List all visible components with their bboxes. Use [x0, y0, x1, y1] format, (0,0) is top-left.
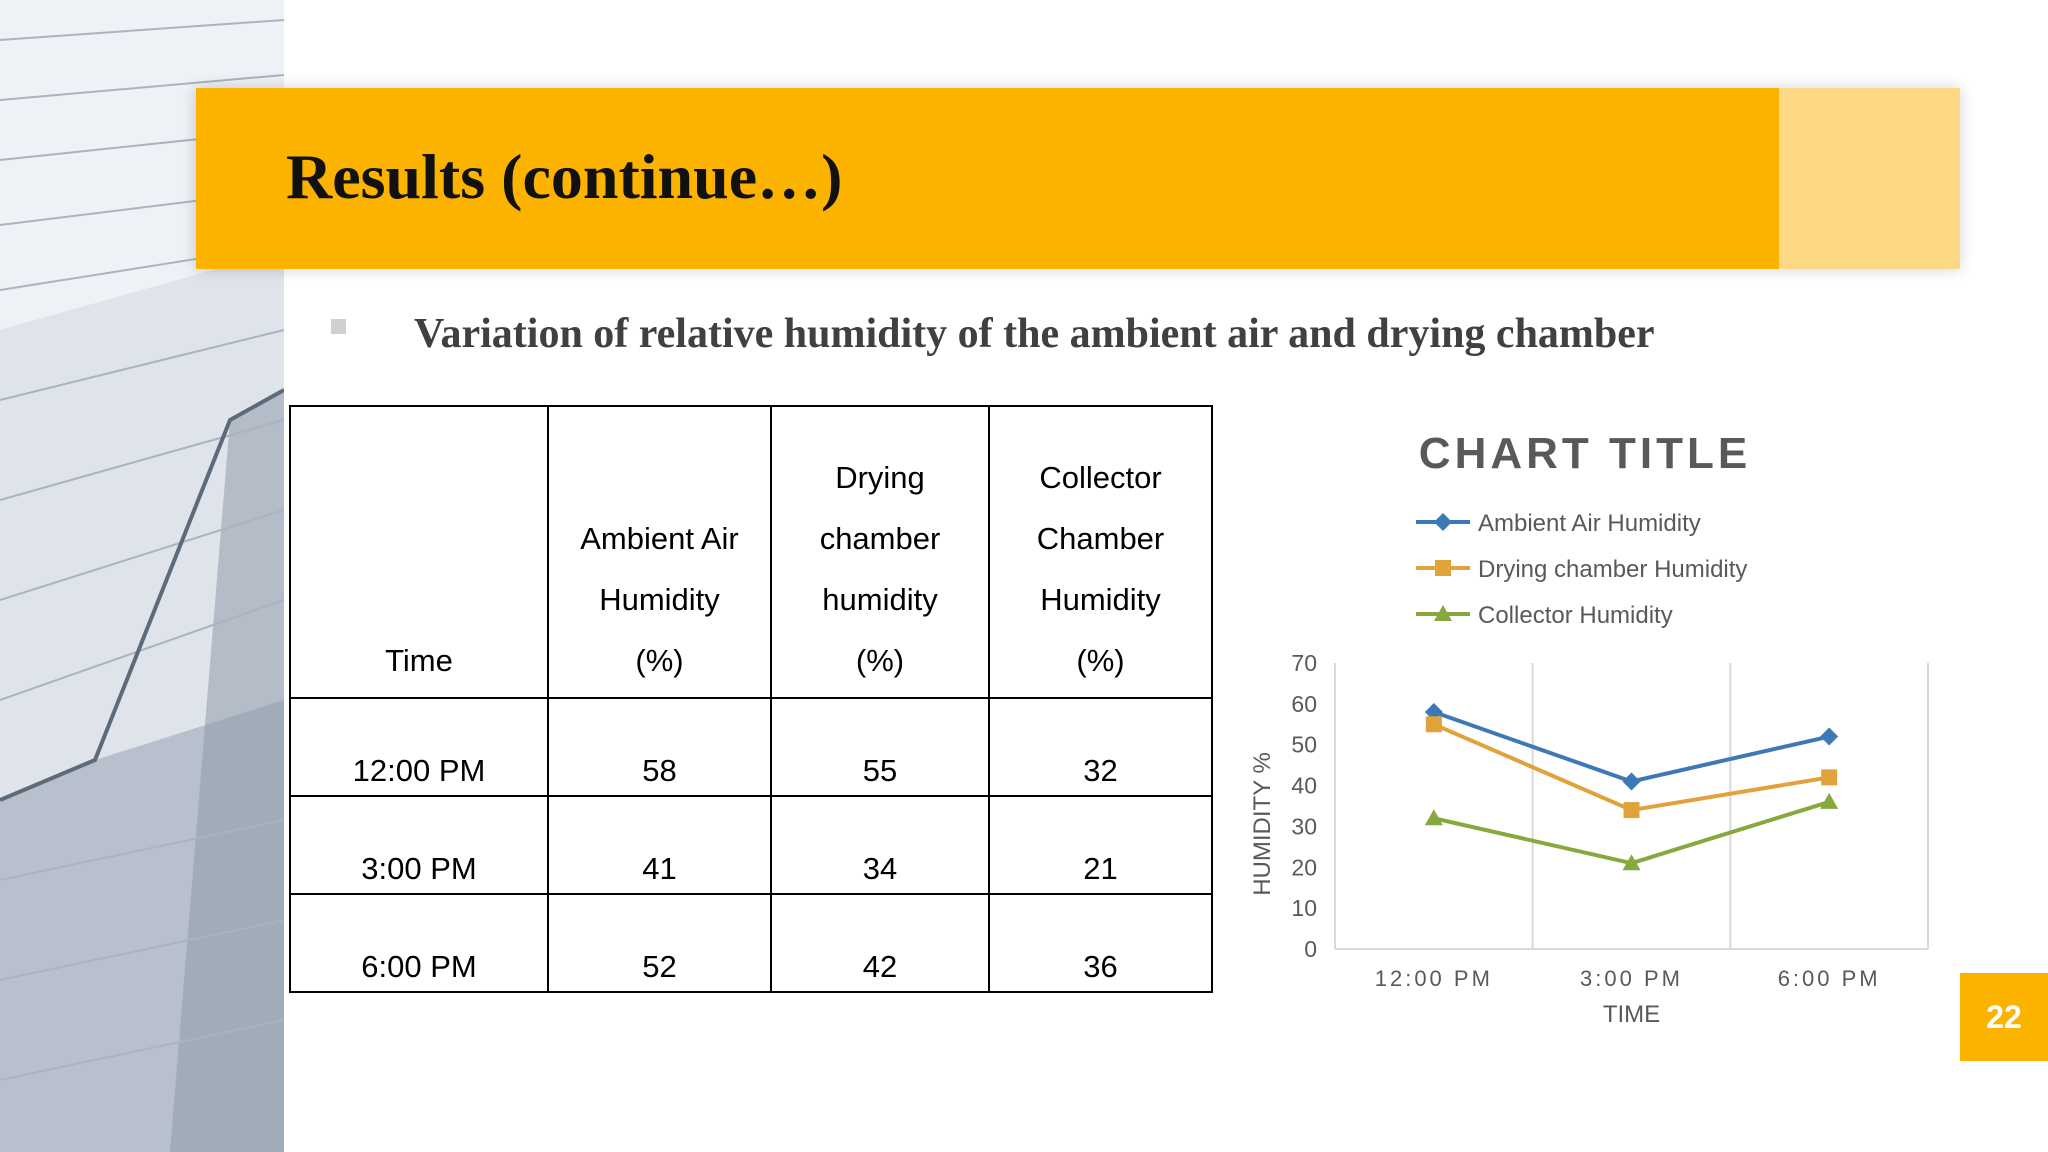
cell-collector: 36: [988, 893, 1213, 993]
cell-ambient: 52: [547, 893, 772, 993]
cell-time: 3:00 PM: [289, 795, 549, 895]
x-tick-label: 3:00 PM: [1580, 966, 1683, 991]
legend-marker: [1434, 513, 1452, 531]
legend-label: Ambient Air Humidity: [1478, 510, 1701, 537]
cell-time: 12:00 PM: [289, 697, 549, 797]
data-point: [1622, 772, 1641, 791]
x-axis-title: TIME: [1603, 1001, 1660, 1028]
header-collector: Collector Chamber Humidity (%): [988, 405, 1213, 699]
cell-time: 6:00 PM: [289, 893, 549, 993]
data-point: [1622, 854, 1641, 871]
y-tick-label: 60: [1291, 691, 1317, 717]
y-tick-label: 30: [1291, 813, 1317, 839]
legend-marker: [1434, 605, 1452, 621]
cell-drying: 55: [770, 697, 990, 797]
y-axis-title: HUMIDITY %: [1249, 752, 1276, 896]
y-tick-label: 0: [1304, 936, 1317, 962]
y-tick-label: 20: [1291, 854, 1317, 880]
slide-subtitle: Variation of relative humidity of the am…: [414, 311, 1655, 357]
data-point: [1820, 727, 1839, 746]
data-point: [1623, 802, 1640, 819]
slide-title: Results (continue…): [286, 141, 843, 212]
cell-collector: 32: [988, 697, 1213, 797]
y-tick-label: 40: [1291, 773, 1317, 799]
table-row: 12:00 PM 58 55 32: [289, 697, 1213, 797]
cell-drying: 42: [770, 893, 990, 993]
page-number: 22: [1960, 973, 2048, 1061]
series-line: [1433, 722, 1830, 813]
legend-label: Drying chamber Humidity: [1478, 556, 1747, 583]
cell-ambient: 41: [547, 795, 772, 895]
cell-ambient: 58: [547, 697, 772, 797]
y-tick-label: 70: [1291, 650, 1317, 676]
cell-drying: 34: [770, 795, 990, 895]
header-ambient: Ambient Air Humidity (%): [547, 405, 772, 699]
humidity-table: Time Ambient Air Humidity (%) Drying cha…: [289, 405, 1213, 993]
x-tick-label: 12:00 PM: [1375, 966, 1493, 991]
table-row: 6:00 PM 52 42 36: [289, 893, 1213, 993]
data-point: [1425, 716, 1442, 733]
series-line: [1433, 710, 1830, 784]
legend-marker: [1435, 560, 1451, 576]
header-time: Time: [289, 405, 549, 699]
title-banner-tab: [1779, 88, 1960, 269]
table-header-row: Time Ambient Air Humidity (%) Drying cha…: [289, 405, 1213, 699]
humidity-line-chart: CHART TITLE Ambient Air Humidity Drying ch…: [1249, 429, 1929, 1028]
legend-label: Collector Humidity: [1478, 602, 1673, 629]
title-banner: [196, 88, 1960, 269]
x-tick-label: 6:00 PM: [1778, 966, 1881, 991]
table-row: 3:00 PM 41 34 21: [289, 795, 1213, 895]
data-point: [1820, 792, 1839, 809]
cell-collector: 21: [988, 795, 1213, 895]
data-point: [1821, 769, 1838, 786]
data-point: [1424, 809, 1443, 826]
header-drying: Drying chamber humidity (%): [770, 405, 990, 699]
bullet-square: [331, 319, 346, 334]
y-tick-label: 10: [1291, 895, 1317, 921]
chart-title: CHART TITLE: [1419, 429, 1751, 478]
y-tick-label: 50: [1291, 732, 1317, 758]
